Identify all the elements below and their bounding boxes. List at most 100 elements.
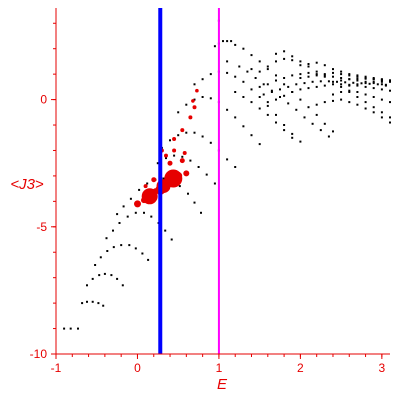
highlight-point — [195, 88, 199, 93]
data-point — [287, 102, 290, 105]
data-point — [299, 60, 302, 63]
data-point — [319, 129, 322, 132]
data-point — [291, 74, 294, 77]
data-point — [384, 83, 387, 86]
data-point — [323, 122, 326, 125]
data-point — [262, 83, 265, 86]
data-point — [266, 104, 269, 107]
highlight-point — [143, 184, 148, 189]
highlight-point — [172, 148, 177, 153]
data-point — [299, 140, 302, 143]
data-point — [279, 96, 281, 98]
data-point — [283, 77, 286, 79]
data-point — [165, 157, 167, 160]
highlight-point — [141, 197, 147, 204]
data-point — [177, 111, 180, 114]
data-point — [258, 60, 261, 63]
data-point — [299, 77, 302, 79]
data-point — [246, 70, 249, 73]
data-point — [258, 107, 261, 110]
data-point — [356, 91, 359, 93]
data-point — [364, 93, 367, 96]
data-point — [307, 106, 310, 109]
data-point — [283, 50, 286, 53]
data-point — [97, 302, 100, 305]
data-point — [146, 182, 149, 185]
data-point — [121, 284, 124, 287]
data-point — [234, 116, 237, 119]
highlight-point — [151, 177, 157, 183]
data-point — [234, 43, 237, 46]
data-point — [356, 96, 359, 98]
data-point — [340, 91, 343, 93]
data-point — [332, 99, 334, 102]
data-point — [234, 75, 237, 78]
data-point — [389, 89, 391, 92]
data-point — [340, 98, 343, 101]
y-tick-label: -5 — [36, 220, 47, 234]
data-point — [169, 139, 171, 142]
data-point — [323, 84, 326, 87]
data-point — [222, 40, 224, 43]
data-point — [295, 108, 298, 111]
data-point — [336, 80, 338, 83]
data-point — [193, 131, 196, 134]
data-point — [315, 73, 318, 76]
data-point — [368, 82, 371, 85]
data-point — [332, 71, 334, 74]
data-point — [197, 166, 200, 168]
data-point — [340, 70, 343, 73]
axis-ticks: -1 0 1 2 30-5-10 — [30, 22, 386, 375]
data-point — [205, 173, 208, 176]
data-point — [360, 82, 363, 85]
data-point — [226, 158, 229, 161]
data-point — [275, 98, 277, 101]
data-point — [364, 75, 367, 78]
data-point — [138, 188, 141, 191]
data-point — [307, 65, 310, 68]
data-point — [258, 96, 261, 98]
red-point-series — [134, 88, 199, 208]
highlight-point — [163, 178, 171, 186]
data-point — [103, 272, 106, 275]
data-point — [340, 83, 343, 86]
data-point — [94, 264, 97, 266]
data-point — [110, 274, 113, 277]
data-point — [156, 162, 159, 165]
data-point — [372, 111, 375, 114]
data-point — [209, 141, 212, 144]
data-point — [348, 74, 351, 77]
data-point — [254, 77, 257, 79]
data-point — [102, 304, 105, 307]
data-point — [120, 244, 123, 247]
data-point — [340, 77, 343, 79]
data-point — [364, 80, 367, 83]
data-point — [323, 74, 326, 77]
highlight-point — [167, 160, 173, 166]
data-point — [315, 113, 318, 116]
data-point — [238, 65, 241, 68]
data-point — [213, 45, 216, 48]
data-point — [185, 103, 188, 106]
data-point — [372, 78, 375, 81]
data-point — [201, 78, 204, 81]
data-point — [275, 121, 277, 124]
data-point — [275, 52, 277, 55]
data-point — [201, 135, 204, 138]
data-point — [356, 103, 359, 106]
data-point — [242, 47, 245, 50]
data-point — [319, 80, 322, 83]
data-point — [242, 96, 245, 98]
data-point — [230, 40, 233, 43]
data-point — [275, 79, 277, 82]
data-point — [348, 73, 351, 76]
data-point — [250, 101, 253, 104]
data-point — [86, 300, 88, 303]
data-point — [63, 327, 66, 330]
data-point — [99, 256, 102, 259]
data-point — [283, 124, 286, 126]
data-point — [201, 96, 204, 98]
data-point — [128, 244, 131, 247]
x-tick-label: 0 — [134, 361, 141, 375]
